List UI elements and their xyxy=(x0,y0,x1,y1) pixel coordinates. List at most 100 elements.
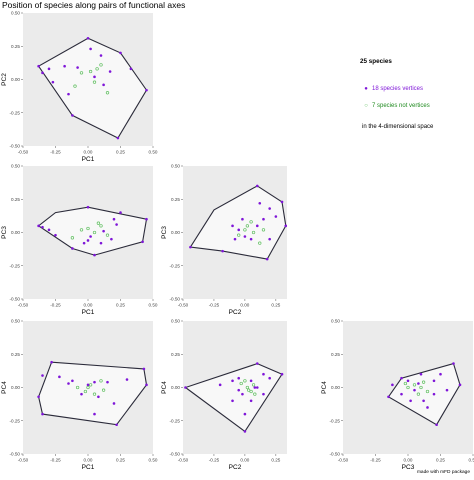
y-tick-label: 0.50 xyxy=(11,11,20,16)
nonvertex-point xyxy=(88,69,93,74)
vertex-point xyxy=(86,383,90,387)
vertex-point xyxy=(253,386,257,389)
y-tick-label: -0.50 xyxy=(170,297,181,302)
nonvertex-point xyxy=(99,63,103,67)
vertex-point xyxy=(249,399,253,403)
vertex-point xyxy=(255,224,259,228)
y-tick-label: -0.25 xyxy=(330,418,341,423)
vertex-point xyxy=(400,376,403,380)
vertex-point xyxy=(93,253,96,257)
vertex-point xyxy=(115,423,118,427)
y-tick-label: 0.25 xyxy=(171,197,180,202)
vertex-point xyxy=(221,249,224,253)
vertex-point xyxy=(268,376,271,380)
y-axis-label: PC3 xyxy=(1,226,8,239)
nonvertex-point xyxy=(258,241,262,245)
y-axis-label: PC4 xyxy=(161,381,168,394)
vertex-point xyxy=(86,36,90,40)
vertex-point xyxy=(274,215,278,218)
y-tick-label: 0.50 xyxy=(171,319,180,324)
x-axis-label: PC3 xyxy=(402,464,415,471)
convex-hull xyxy=(189,185,287,260)
figure-title: Position of species along pairs of funct… xyxy=(2,0,186,10)
vertex-point xyxy=(249,379,253,383)
nonvertex-point xyxy=(251,383,256,387)
y-tick-label: -0.25 xyxy=(10,110,21,115)
vertex-point xyxy=(387,395,390,399)
x-tick-label: -0.50 xyxy=(18,458,29,463)
y-tick-label: 0.50 xyxy=(171,164,180,169)
nonvertex-point xyxy=(105,91,110,95)
vertex-point xyxy=(54,233,57,237)
vertex-point xyxy=(86,205,90,209)
x-tick-label: -0.25 xyxy=(209,303,220,308)
vertex-point xyxy=(89,47,92,51)
vertex-point xyxy=(243,412,247,416)
y-axis-label: PC4 xyxy=(1,381,8,394)
legend-title: 25 species xyxy=(360,58,392,65)
x-tick-label: 0.25 xyxy=(116,303,125,308)
convex-hull xyxy=(387,362,461,426)
vertex-point xyxy=(47,67,51,71)
vertex-point xyxy=(258,201,262,205)
y-tick-label: 0.50 xyxy=(11,319,20,324)
y-tick-label: 0.00 xyxy=(11,77,20,82)
convex-hull xyxy=(37,206,148,256)
vertex-point xyxy=(99,54,103,57)
y-tick-label: 0.00 xyxy=(171,385,180,390)
nonvertex-point xyxy=(86,226,90,231)
vertex-point xyxy=(71,247,74,250)
y-tick-label: -0.25 xyxy=(170,418,181,423)
vertex-point xyxy=(119,211,122,214)
vertex-point xyxy=(255,184,259,188)
nonvertex-point xyxy=(416,392,421,396)
vertex-point xyxy=(237,388,241,392)
nonvertex-point xyxy=(261,228,266,232)
x-tick-label: 0.00 xyxy=(404,458,413,463)
x-tick-label: -0.25 xyxy=(370,458,381,463)
vertex-point xyxy=(145,217,148,221)
vertex-point xyxy=(86,239,90,242)
x-tick-label: 0.25 xyxy=(271,303,280,308)
x-tick-label: -0.50 xyxy=(18,150,29,155)
nonvertex-point xyxy=(86,385,90,390)
legend-not-vertices-label: 7 species not vertices xyxy=(372,103,430,109)
nonvertex-point xyxy=(237,233,241,237)
x-tick-label: 0.25 xyxy=(116,150,125,155)
vertex-point xyxy=(141,240,144,244)
nonvertex-point xyxy=(249,389,253,394)
vertex-point xyxy=(102,83,105,87)
legend-item-not-vertices: ○ 7 species not vertices xyxy=(362,103,430,109)
vertex-point xyxy=(231,379,234,383)
nonvertex-point xyxy=(79,71,84,75)
vertex-point xyxy=(432,392,436,396)
vertex-point xyxy=(108,70,112,73)
x-axis-label: PC2 xyxy=(229,464,242,471)
vertex-point xyxy=(129,67,133,71)
nonvertex-point xyxy=(75,385,80,390)
vertex-point xyxy=(125,378,129,381)
legend-vertex-marker: ● xyxy=(364,86,368,92)
x-tick-label: 0.25 xyxy=(271,458,280,463)
vertex-point xyxy=(409,399,412,403)
x-axis-label: PC1 xyxy=(82,156,95,163)
y-tick-label: -0.50 xyxy=(10,144,21,149)
x-tick-label: -0.50 xyxy=(338,458,349,463)
x-axis-label: PC1 xyxy=(82,464,95,471)
vertex-point xyxy=(82,241,86,245)
vertex-point xyxy=(413,388,416,392)
x-tick-label: 0.50 xyxy=(149,150,158,155)
panel-1: -0.50 -0.25 0.00 0.25 0.50 -0.50 -0.25 0.00 0.25… xyxy=(1,11,158,163)
vertex-point xyxy=(249,237,253,241)
vertex-point xyxy=(422,399,425,403)
vertex-point xyxy=(37,64,40,68)
vertex-point xyxy=(284,224,288,228)
vertex-point xyxy=(218,383,222,387)
x-tick-label: -0.25 xyxy=(50,303,61,308)
vertex-point xyxy=(432,379,436,383)
nonvertex-point xyxy=(412,383,417,387)
vertex-point xyxy=(237,228,241,232)
nonvertex-point xyxy=(101,388,106,392)
vertex-point xyxy=(142,367,146,371)
vertex-point xyxy=(265,257,269,261)
